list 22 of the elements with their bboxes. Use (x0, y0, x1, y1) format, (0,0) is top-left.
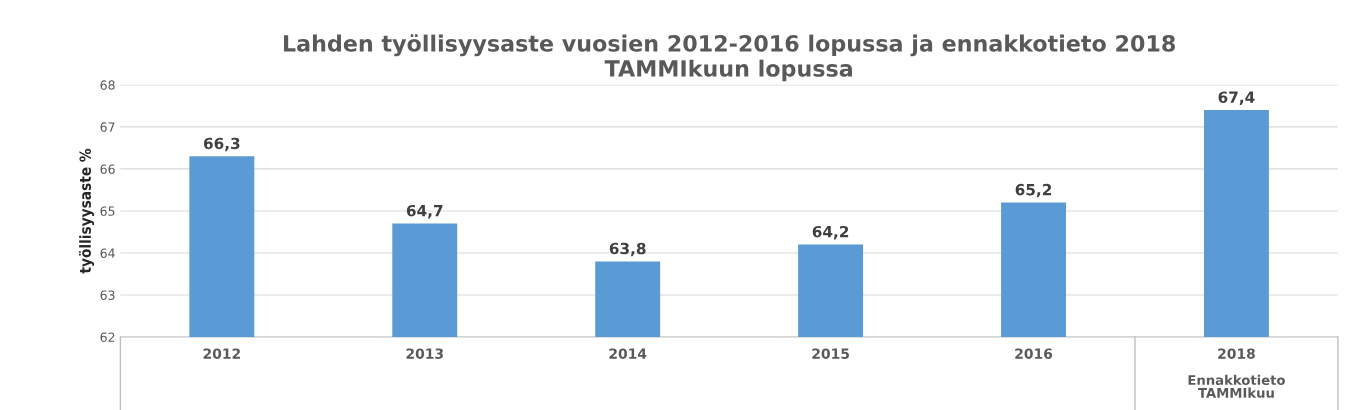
data-label: 65,2 (1015, 183, 1052, 198)
data-label: 63,8 (609, 242, 646, 257)
y-tick-label: 65 (100, 206, 115, 216)
y-tick-label: 67 (100, 122, 115, 132)
x-tick-label: 2012 (203, 348, 240, 359)
x-tick-label: 2013 (406, 348, 443, 359)
data-label: 64,2 (812, 225, 849, 240)
text: Ennakkotieto TAMMIkuu (1188, 374, 1285, 398)
data-label: 66,3 (203, 137, 240, 152)
data-label: 67,4 (1218, 91, 1255, 105)
y-tick-label: 62 (100, 332, 115, 342)
y-tick-label: 68 (100, 80, 115, 90)
data-label: 64,7 (406, 204, 443, 219)
y-axis-title: työllisyysaste % (78, 148, 95, 274)
x-tick-label: 2015 (812, 348, 849, 359)
x-tick-label: 2018 (1218, 348, 1255, 359)
y-tick-label: 66 (100, 164, 115, 174)
chart-title: Lahden työllisyysaste vuosien 2012-2016 lopussa ja ennakkotieto 2018 TAMMIkuun lopussa (283, 34, 1175, 82)
y-tick-label: 63 (100, 290, 115, 300)
y-tick-label: 64 (100, 248, 115, 258)
x-tick-label: 2014 (609, 348, 647, 359)
x-tick-label: 2016 (1015, 348, 1053, 359)
